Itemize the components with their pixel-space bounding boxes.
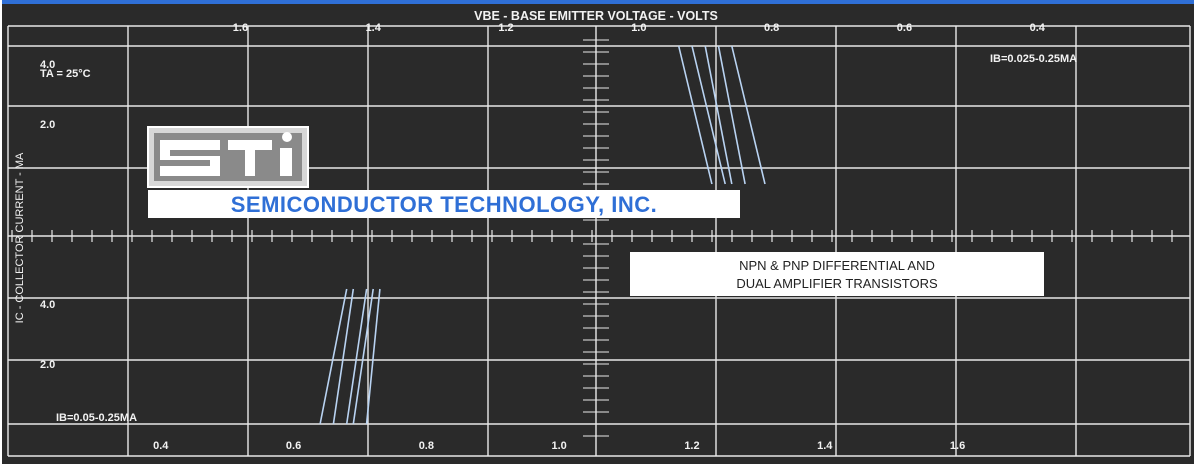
logo-dot-icon xyxy=(282,132,292,142)
bottom-tick-label: 0.4 xyxy=(153,440,169,452)
curve-upper-1 xyxy=(691,45,726,185)
curve-lower-5 xyxy=(319,288,348,425)
top-strip xyxy=(0,0,1197,4)
temperature-label: TA = 25°C xyxy=(40,68,91,80)
curve-lower-6 xyxy=(332,288,355,425)
y-axis-label: IC - COLLECTOR CURRENT - MA xyxy=(14,152,26,323)
ib-upper-label: IB=0.025-0.25MA xyxy=(990,53,1077,65)
bottom-tick-label: 0.6 xyxy=(286,440,301,452)
bottom-tick-label: 1.0 xyxy=(552,440,567,452)
top-tick-label: 1.4 xyxy=(366,22,382,34)
company-logo: SEMICONDUCTOR TECHNOLOGY, INC. xyxy=(147,126,740,218)
top-tick-label: 0.4 xyxy=(1030,22,1046,34)
curves xyxy=(319,45,766,425)
product-description-box: NPN & PNP DIFFERENTIAL AND DUAL AMPLIFIE… xyxy=(630,252,1044,296)
ib-lower-label: IB=0.05-0.25MA xyxy=(56,412,137,424)
top-tick-label: 0.8 xyxy=(764,22,779,34)
bottom-tick-label: 1.2 xyxy=(684,440,699,452)
curve-lower-7 xyxy=(345,288,368,425)
axis-ticks xyxy=(8,39,1190,437)
company-name: SEMICONDUCTOR TECHNOLOGY, INC. xyxy=(231,192,658,217)
curve-lower-8 xyxy=(352,288,374,425)
upper-y-tick-label: 2.0 xyxy=(40,119,55,131)
product-line-1: NPN & PNP DIFFERENTIAL AND xyxy=(739,258,935,273)
bottom-tick-label: 1.6 xyxy=(950,440,965,452)
lower-y-tick-label: 4.0 xyxy=(40,299,55,311)
top-tick-label: 1.6 xyxy=(233,22,248,34)
bottom-tick-label: 0.8 xyxy=(419,440,434,452)
right-strip xyxy=(1194,0,1197,464)
top-axis-title: VBE - BASE EMITTER VOLTAGE - VOLTS xyxy=(474,9,718,23)
curve-upper-0 xyxy=(677,45,713,185)
bottom-tick-label: 1.4 xyxy=(817,440,833,452)
logo-mark-icon xyxy=(160,140,292,176)
upper-y-tick-label: 4.0 xyxy=(40,59,55,71)
top-tick-label: 0.6 xyxy=(897,22,912,34)
curve-upper-3 xyxy=(717,45,746,185)
curve-lower-9 xyxy=(365,288,381,425)
lower-y-tick-label: 2.0 xyxy=(40,359,55,371)
top-tick-label: 1.2 xyxy=(498,22,513,34)
product-line-2: DUAL AMPLIFIER TRANSISTORS xyxy=(736,276,938,291)
left-strip xyxy=(0,0,2,464)
tick-labels: 1.6 1.4 1.2 1.0 0.8 0.6 0.4 0.4 0.6 0.8 1.0 1.2 1.4 1… xyxy=(40,22,1046,452)
curve-upper-4 xyxy=(731,45,766,185)
top-tick-label: 1.0 xyxy=(631,22,646,34)
curve-upper-2 xyxy=(704,45,733,185)
